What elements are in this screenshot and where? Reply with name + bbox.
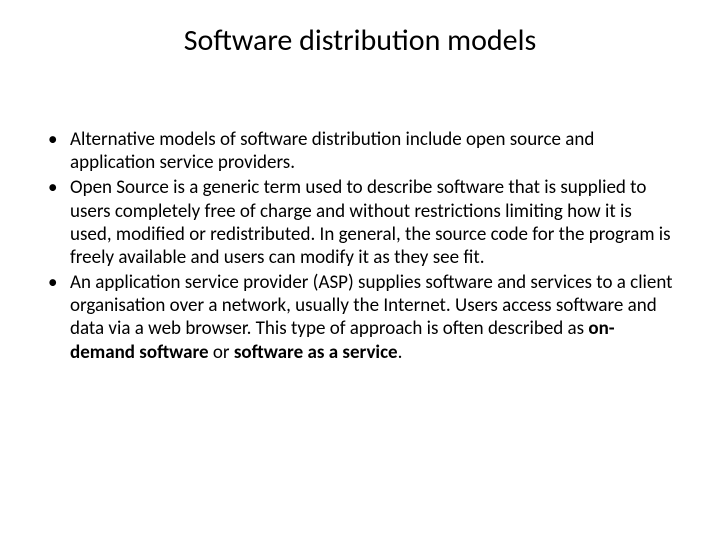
list-item: An application service provider (ASP) su… (44, 271, 676, 364)
slide-title: Software distribution models (0, 22, 720, 59)
bullet-text-suffix: . (398, 341, 403, 364)
bullet-text-mid: or (209, 341, 234, 364)
bullet-text-prefix: An application service provider (ASP) su… (70, 271, 673, 340)
list-item: Alternative models of software distribut… (44, 128, 676, 174)
slide-body: Alternative models of software distribut… (44, 128, 676, 366)
bold-term-saas: software as a service (234, 341, 398, 364)
list-item: Open Source is a generic term used to de… (44, 176, 676, 269)
slide: Software distribution models Alternative… (0, 0, 720, 540)
bullet-list: Alternative models of software distribut… (44, 128, 676, 364)
